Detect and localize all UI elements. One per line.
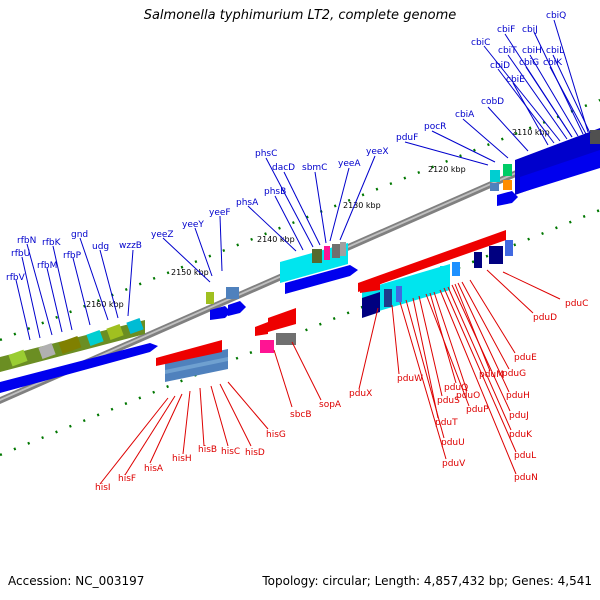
- gene-label: pduT: [435, 418, 458, 428]
- gene-label: cbiE: [506, 75, 525, 85]
- lower-leader-lines: [99, 269, 561, 485]
- gene-label: pduF: [396, 133, 418, 143]
- gene-label: hisG: [266, 430, 286, 440]
- gene-label: cbiG: [519, 58, 539, 68]
- lower-gene-labels: pduC pduD pduE pduG pduM pduH pduJ pduK …: [95, 299, 588, 493]
- gene-label: cbiQ: [546, 11, 566, 21]
- tick-label: 2140 kbp: [257, 235, 295, 244]
- gene-label: hisI: [95, 483, 111, 493]
- gene-label: rfbV: [6, 273, 26, 283]
- gene-label: yeeX: [366, 147, 389, 157]
- gene-label: pduU: [441, 438, 465, 448]
- gene-label: cbiJ: [522, 25, 538, 35]
- gene-label: udg: [92, 242, 109, 252]
- gene-label: cbiC: [471, 38, 490, 48]
- gene-label: rfbN: [17, 236, 36, 246]
- tick-label: 2150 kbp: [171, 268, 209, 277]
- gene-label: cbiL: [546, 46, 564, 56]
- tick-label: 2110 kbp: [512, 128, 550, 137]
- map-title: Salmonella typhimurium LT2, complete gen…: [143, 8, 457, 23]
- gene-label: yeeZ: [151, 230, 174, 240]
- reverse-arrows: [156, 230, 506, 366]
- gene-label: yeeY: [182, 220, 204, 230]
- gene-label: pduP: [466, 405, 489, 415]
- topology-text: Topology: circular; Length: 4,857,432 bp…: [262, 574, 592, 588]
- gene-label: pduL: [514, 451, 536, 461]
- forward-feature-blocks: [0, 128, 600, 372]
- gene-label: pduW: [397, 374, 423, 384]
- gene-label: pduV: [442, 459, 466, 469]
- gene-label: cbiT: [498, 46, 517, 56]
- position-ticks: 2110 kbp 2120 kbp 2130 kbp 2140 kbp 2150…: [86, 128, 550, 309]
- gene-label: rfbK: [42, 238, 62, 248]
- gene-label: hisD: [245, 448, 265, 458]
- gene-label: sbcB: [290, 410, 312, 420]
- gene-label: gnd: [71, 230, 88, 240]
- gene-label: pduE: [514, 353, 537, 363]
- gene-label: cbiK: [543, 58, 563, 68]
- gene-label: pduS: [437, 396, 460, 406]
- gene-label: hisA: [144, 464, 164, 474]
- gene-label: hisH: [172, 454, 192, 464]
- forward-arrows: [0, 150, 600, 393]
- tick-label: 2130 kbp: [343, 201, 381, 210]
- gene-label: pduD: [533, 313, 557, 323]
- gene-label: phsB: [264, 187, 286, 197]
- accession-text: Accession: NC_003197: [8, 574, 145, 588]
- gene-label: phsA: [236, 198, 259, 208]
- gene-label: pduG: [502, 369, 526, 379]
- gene-label: pduN: [514, 473, 538, 483]
- gene-label: sbmC: [302, 163, 327, 173]
- gene-label: wzzB: [119, 241, 142, 251]
- gene-label: dacD: [272, 163, 295, 173]
- gene-label: hisC: [221, 447, 240, 457]
- gene-label: pduX: [349, 389, 372, 399]
- gene-label: cbiH: [522, 46, 542, 56]
- gene-label: pduM: [479, 370, 504, 380]
- gene-label: cbiA: [455, 110, 475, 120]
- gene-label: pduC: [565, 299, 588, 309]
- gene-label: pduQ: [444, 383, 468, 393]
- gene-label: sopA: [319, 400, 342, 410]
- tick-label: 2120 kbp: [428, 165, 466, 174]
- gene-label: hisF: [118, 474, 136, 484]
- gene-label: pduH: [506, 391, 530, 401]
- gene-label: cbiF: [497, 25, 515, 35]
- gene-label: rfbM: [37, 261, 57, 271]
- gene-label: yeeA: [338, 159, 361, 169]
- gene-label: pduJ: [509, 411, 529, 421]
- gene-label: cbiD: [490, 61, 510, 71]
- gene-label: rfbP: [63, 251, 82, 261]
- gene-label: cobD: [481, 97, 504, 107]
- gene-label: rfbU: [11, 249, 30, 259]
- upper-gene-labels: cbiQ cbiF cbiJ cbiC cbiT cbiH cbiL cbiD …: [6, 11, 566, 283]
- reverse-feature-blocks: [165, 240, 513, 382]
- gene-label: phsC: [255, 149, 277, 159]
- tick-label: 2160 kbp: [86, 300, 124, 309]
- upper-leader-lines: [15, 19, 591, 341]
- gene-label: pduO: [456, 391, 480, 401]
- gene-label: pocR: [424, 122, 446, 132]
- gene-label: pduK: [509, 430, 533, 440]
- gene-label: yeeF: [209, 208, 231, 218]
- gene-label: hisB: [198, 445, 217, 455]
